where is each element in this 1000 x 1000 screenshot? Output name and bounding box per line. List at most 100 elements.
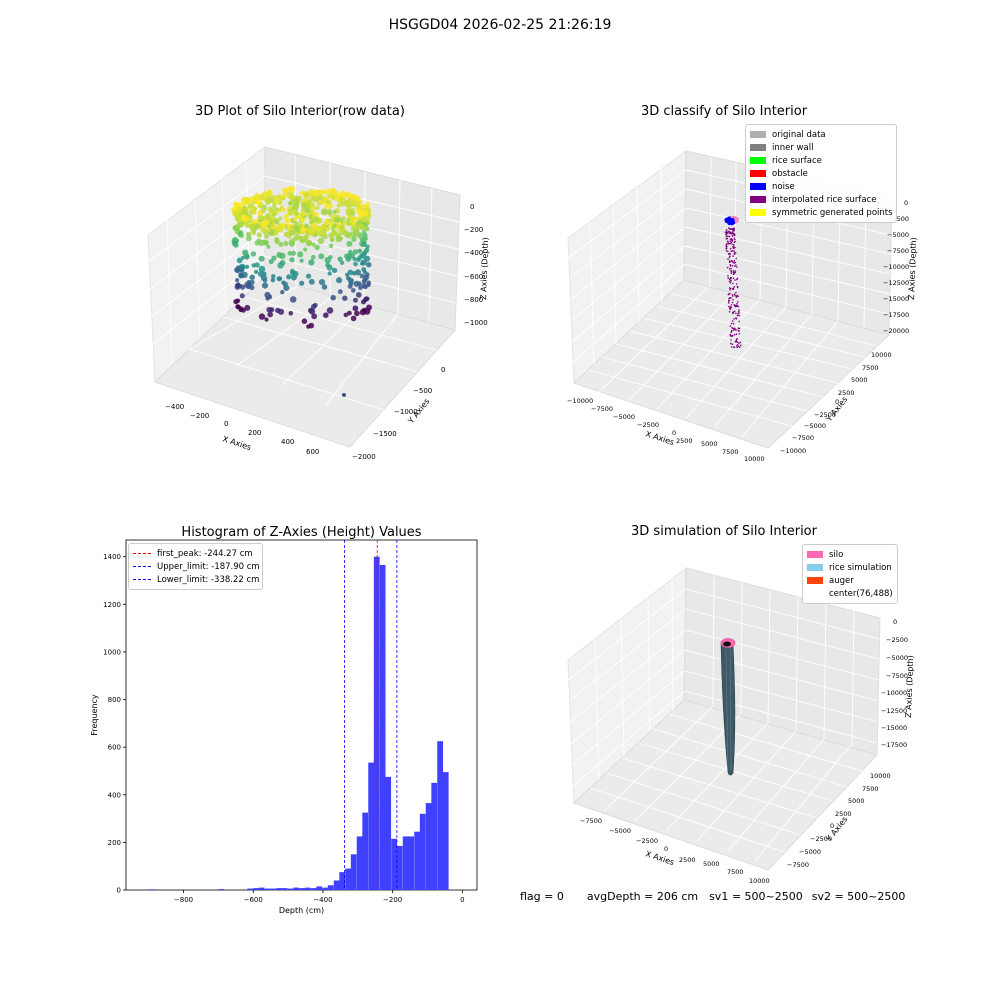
interpolated-point: [728, 292, 731, 295]
data-point: [311, 303, 317, 310]
data-point: [357, 248, 363, 254]
data-point: [356, 292, 362, 298]
interpolated-point: [732, 312, 734, 314]
histogram-bar: [425, 803, 432, 890]
data-point: [296, 214, 301, 219]
data-point: [311, 313, 318, 320]
avg-depth-text: avgDepth = 206 cm: [586, 890, 699, 903]
tick-label: 5000: [703, 860, 720, 868]
interpolated-point: [737, 329, 740, 332]
data-point: [356, 257, 361, 263]
data-point: [361, 241, 367, 247]
legend-item: inner wall: [750, 141, 892, 154]
data-point: [266, 244, 271, 249]
legend-label: rice surface: [772, 155, 822, 166]
legend-label: auger: [829, 575, 854, 586]
histogram-bar: [414, 831, 421, 890]
data-point: [286, 274, 292, 280]
histogram-bar: [264, 888, 271, 890]
data-point: [315, 205, 320, 210]
legend-swatch: [750, 183, 766, 190]
interpolated-point: [735, 345, 738, 347]
tick-label: −5000: [804, 422, 826, 430]
tick-label: 0: [830, 822, 834, 830]
axis-label: Z Axies (Depth): [904, 655, 915, 718]
legend-swatch: [750, 131, 766, 138]
data-point: [290, 194, 296, 201]
histogram-bar: [362, 812, 369, 890]
data-point: [363, 308, 371, 315]
data-point: [323, 220, 329, 226]
tick-label: −12500: [881, 707, 907, 715]
interpolated-point: [733, 237, 736, 239]
interpolated-point: [730, 237, 733, 240]
data-point: [245, 255, 250, 260]
panel1-title: 3D Plot of Silo Interior(row data): [195, 104, 405, 119]
data-point: [267, 311, 274, 318]
histogram-bar: [299, 888, 305, 890]
interpolated-point: [733, 310, 736, 313]
interpolated-point: [738, 311, 740, 314]
interpolated-point: [728, 253, 730, 255]
interpolated-point: [729, 232, 732, 235]
data-point: [352, 257, 357, 262]
data-point: [241, 205, 247, 211]
data-point: [251, 263, 256, 268]
tick-label: 5000: [848, 797, 865, 805]
interpolated-point: [739, 346, 741, 349]
tick-label: 0: [893, 618, 897, 626]
data-point: [349, 194, 355, 199]
plot-area: [125, 539, 478, 891]
interpolated-point: [738, 309, 740, 311]
tick-label: 7500: [727, 868, 744, 876]
interpolated-point: [728, 232, 730, 234]
interpolated-point: [726, 237, 729, 240]
interpolated-point: [729, 242, 731, 245]
data-point: [263, 240, 270, 246]
panel2-zticks: 0 −2500 −5000 −7500 −10000 −12500 −15000…: [883, 199, 909, 335]
interpolated-point: [728, 228, 731, 230]
y-tick-label: 1400: [103, 553, 121, 561]
tick-label: 5000: [701, 440, 718, 448]
data-point: [278, 216, 283, 221]
data-point: [238, 272, 245, 279]
data-point: [269, 215, 275, 221]
data-point: [289, 257, 295, 263]
data-point: [322, 189, 328, 195]
data-point: [246, 235, 252, 242]
data-point: [290, 268, 295, 274]
interpolated-point: [734, 270, 737, 272]
data-point: [301, 238, 306, 244]
interpolated-point: [727, 240, 729, 242]
tick-label: −1000: [394, 408, 418, 416]
data-point: [310, 254, 316, 260]
data-point: [354, 269, 362, 276]
tick-label: −7500: [787, 861, 809, 869]
data-point: [239, 293, 245, 299]
footer-status: flag = 0 avgDepth = 206 cm sv1 = 500~250…: [520, 890, 905, 903]
tick-label: −5000: [609, 827, 631, 835]
interpolated-point: [727, 241, 729, 244]
data-point: [242, 197, 248, 203]
legend-swatch: [807, 564, 823, 571]
y-tick-label: 600: [108, 744, 121, 752]
data-point: [281, 223, 286, 228]
interpolated-point: [731, 301, 734, 304]
data-point: [343, 312, 349, 318]
data-point: [346, 191, 351, 197]
data-point: [346, 240, 353, 247]
tick-label: −10000: [883, 263, 909, 271]
data-point: [248, 224, 254, 230]
panel1-xticks: −400 −200 0 200 400 600: [165, 403, 319, 456]
interpolated-point: [737, 301, 739, 303]
data-point: [265, 215, 270, 221]
interpolated-point: [729, 333, 732, 336]
interpolated-point: [735, 312, 737, 315]
data-point: [259, 221, 264, 226]
legend-label: Lower_limit: -338.22 cm: [157, 574, 260, 585]
data-point: [341, 216, 346, 221]
tick-label: −2500: [810, 835, 832, 843]
noise-point: [731, 221, 736, 225]
interpolated-point: [735, 329, 737, 331]
interpolated-point: [734, 252, 737, 254]
